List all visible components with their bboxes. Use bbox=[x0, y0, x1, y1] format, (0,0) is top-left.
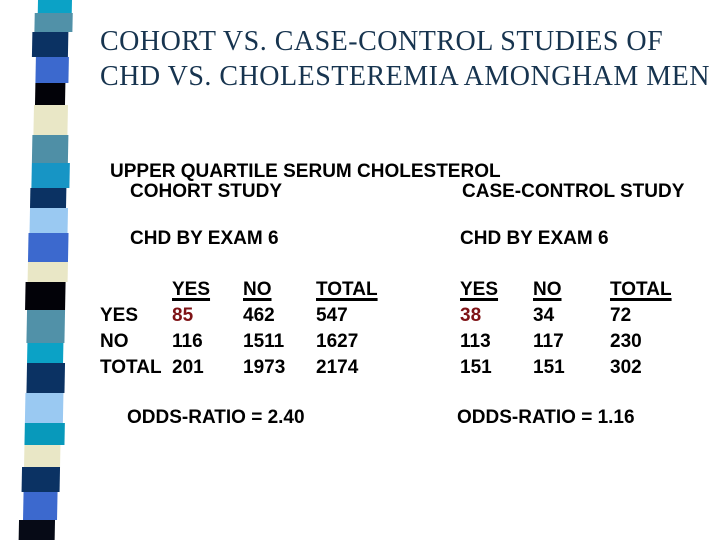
ribbon-color-block bbox=[24, 423, 65, 445]
decorative-tie-ribbon bbox=[18, 0, 73, 540]
ribbon-color-block bbox=[21, 467, 61, 492]
cohort-table: YES NO TOTAL YES 85 462 547 NO 116 1511 … bbox=[100, 277, 416, 381]
row-label: NO bbox=[100, 331, 129, 352]
column-header-no: NO bbox=[533, 279, 562, 300]
slide-title-line-2: CHD VS. CHOLESTEREMIA AMONGHAM MEN bbox=[100, 61, 710, 92]
ribbon-color-block bbox=[31, 163, 70, 188]
ribbon-color-block bbox=[35, 57, 69, 83]
case-control-odds-ratio: ODDS-RATIO = 1.16 bbox=[457, 407, 635, 428]
table-cell: 1511 bbox=[243, 331, 285, 352]
table-cell: 151 bbox=[533, 357, 565, 378]
slide-title: COHORT VS. CASE-CONTROL STUDIES OF CHD V… bbox=[100, 24, 715, 94]
table-row: 38 34 72 bbox=[460, 303, 710, 329]
ribbon-color-block bbox=[31, 135, 69, 163]
row-label: YES bbox=[100, 305, 139, 326]
column-header-yes: YES bbox=[460, 279, 499, 300]
table-cell: 1973 bbox=[243, 357, 286, 378]
column-header-yes: YES bbox=[172, 279, 211, 300]
ribbon-color-block bbox=[26, 310, 66, 343]
row-label: TOTAL bbox=[100, 357, 162, 378]
table-cell-highlighted: 38 bbox=[460, 305, 482, 326]
ribbon-color-block bbox=[26, 363, 66, 393]
table-cell: 117 bbox=[533, 331, 564, 352]
table-row: NO 116 1511 1627 bbox=[100, 329, 416, 355]
ribbon-color-block bbox=[27, 343, 64, 363]
ribbon-color-block bbox=[24, 393, 64, 423]
table-cell: 462 bbox=[243, 305, 275, 326]
cohort-odds-ratio: ODDS-RATIO = 2.40 bbox=[127, 407, 305, 428]
slide-title-line-1: COHORT VS. CASE-CONTROL STUDIES OF bbox=[100, 26, 664, 57]
table-cell: 151 bbox=[460, 357, 492, 378]
table-cell-highlighted: 85 bbox=[172, 305, 194, 326]
ribbon-color-block bbox=[18, 520, 56, 540]
column-header-total: TOTAL bbox=[316, 279, 378, 300]
case-control-exam-label: CHD BY EXAM 6 bbox=[460, 228, 609, 249]
table-cell: 230 bbox=[610, 331, 642, 352]
table-cell: 34 bbox=[533, 305, 555, 326]
table-cell: 116 bbox=[172, 331, 203, 352]
ribbon-color-block bbox=[37, 0, 72, 13]
cohort-exam-label: CHD BY EXAM 6 bbox=[130, 228, 279, 249]
table-cell: 302 bbox=[610, 357, 642, 378]
ribbon-color-block bbox=[33, 105, 68, 135]
table-header-row: YES NO TOTAL bbox=[100, 277, 416, 303]
table-row: 151 151 302 bbox=[460, 355, 710, 381]
case-control-table: YES NO TOTAL 38 34 72 113 117 230 151 15… bbox=[460, 277, 710, 381]
table-header-row: YES NO TOTAL bbox=[460, 277, 710, 303]
table-cell: 72 bbox=[610, 305, 632, 326]
table-row: YES 85 462 547 bbox=[100, 303, 416, 329]
ribbon-color-block bbox=[31, 32, 69, 57]
table-row: 113 117 230 bbox=[460, 329, 710, 355]
cohort-study-label: COHORT STUDY bbox=[130, 181, 282, 202]
column-header-total: TOTAL bbox=[610, 279, 672, 300]
ribbon-color-block bbox=[24, 445, 61, 467]
ribbon-color-block bbox=[29, 208, 69, 233]
ribbon-color-block bbox=[23, 492, 58, 520]
table-row: TOTAL 201 1973 2174 bbox=[100, 355, 416, 381]
ribbon-color-block bbox=[34, 83, 66, 105]
column-header-no: NO bbox=[243, 279, 272, 300]
case-control-study-label: CASE-CONTROL STUDY bbox=[462, 181, 685, 202]
table-cell: 201 bbox=[172, 357, 204, 378]
ribbon-color-block bbox=[27, 262, 68, 282]
table-cell: 2174 bbox=[316, 357, 359, 378]
ribbon-color-block bbox=[34, 13, 73, 32]
table-cell: 1627 bbox=[316, 331, 359, 352]
ribbon-color-block bbox=[30, 188, 67, 208]
subtitle: UPPER QUARTILE SERUM CHOLESTEROL bbox=[110, 161, 501, 182]
table-cell: 113 bbox=[460, 331, 491, 352]
table-cell: 547 bbox=[316, 305, 348, 326]
ribbon-color-block bbox=[27, 233, 69, 262]
ribbon-color-block bbox=[25, 282, 66, 310]
